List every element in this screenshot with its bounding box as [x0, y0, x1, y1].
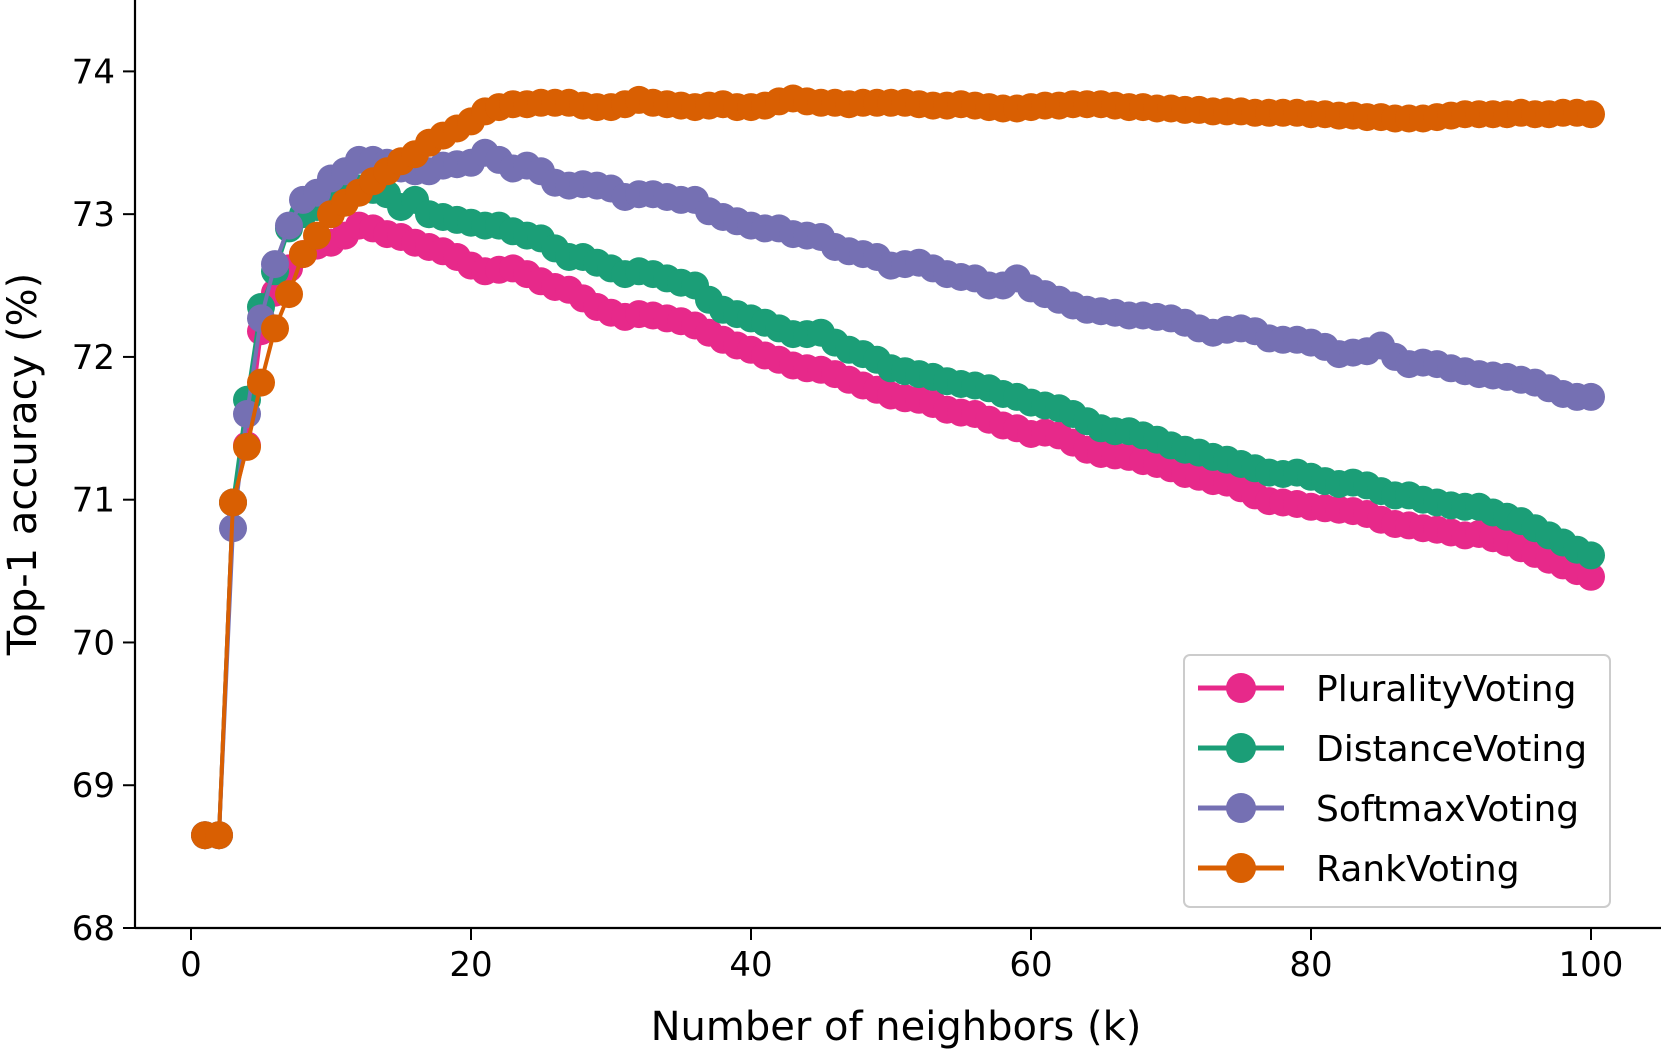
- plot-area: [191, 84, 1605, 850]
- x-tick-label: 20: [449, 945, 492, 985]
- data-point: [303, 221, 331, 250]
- y-tick-label: 72: [72, 338, 115, 378]
- x-tick-label: 0: [180, 945, 202, 985]
- y-ticks: 68 69 70 71 72 73 74: [72, 52, 135, 949]
- x-tick-label: 100: [1559, 945, 1624, 985]
- data-point: [261, 250, 289, 279]
- legend-label: SoftmaxVoting: [1316, 789, 1579, 830]
- legend: PluralityVoting DistanceVoting SoftmaxVoti…: [1183, 654, 1611, 908]
- data-point: [219, 488, 247, 517]
- y-tick-label: 73: [72, 195, 115, 235]
- data-point: [205, 821, 233, 850]
- y-axis: 68 69 70 71 72 73 74: [72, 0, 137, 949]
- legend-item: RankVoting: [1198, 849, 1520, 890]
- y-axis-title: Top-1 accuracy (%): [0, 273, 46, 657]
- legend-label: RankVoting: [1316, 849, 1520, 890]
- y-tick-label: 71: [72, 481, 115, 521]
- legend-item: PluralityVoting: [1198, 669, 1576, 710]
- x-tick-label: 40: [729, 945, 772, 985]
- y-tick-label: 68: [72, 909, 115, 949]
- data-point: [1577, 541, 1605, 570]
- x-tick-label: 80: [1289, 945, 1332, 985]
- data-point: [1577, 100, 1605, 129]
- series-RankVoting: [191, 84, 1605, 850]
- x-ticks: 0 20 40 60 80 100: [180, 928, 1623, 985]
- legend-item: DistanceVoting: [1198, 729, 1587, 770]
- legend-swatch-marker: [1226, 853, 1256, 883]
- legend-items: PluralityVoting DistanceVoting SoftmaxVoti…: [1198, 669, 1587, 890]
- legend-swatch-marker: [1226, 733, 1256, 763]
- y-tick-label: 69: [72, 766, 115, 806]
- y-tick-label: 74: [72, 52, 115, 92]
- legend-item: SoftmaxVoting: [1198, 789, 1579, 830]
- legend-swatch-marker: [1226, 673, 1256, 703]
- data-point: [261, 314, 289, 343]
- data-point: [1577, 562, 1605, 591]
- x-tick-label: 60: [1009, 945, 1052, 985]
- data-point: [275, 280, 303, 309]
- legend-box: [1183, 654, 1611, 908]
- data-point: [247, 368, 275, 397]
- legend-label: PluralityVoting: [1316, 669, 1576, 710]
- y-tick-label: 70: [72, 623, 115, 663]
- data-point: [1577, 382, 1605, 411]
- x-axis-title: Number of neighbors (k): [651, 1004, 1142, 1050]
- legend-swatch-marker: [1226, 793, 1256, 823]
- data-point: [233, 432, 261, 461]
- series-SoftmaxVoting: [191, 138, 1605, 850]
- x-axis: 0 20 40 60 80 100: [135, 926, 1661, 985]
- data-point: [275, 211, 303, 240]
- legend-label: DistanceVoting: [1316, 729, 1587, 770]
